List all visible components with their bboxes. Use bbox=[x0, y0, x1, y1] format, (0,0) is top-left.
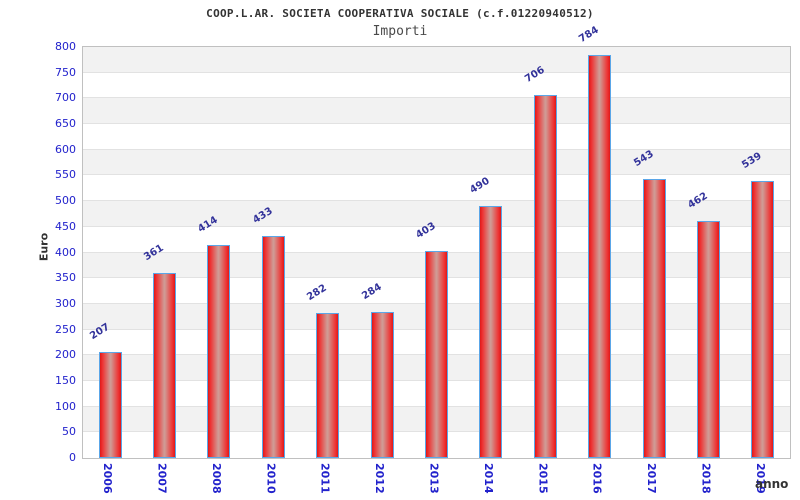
y-tick-label: 800 bbox=[55, 40, 76, 53]
bar-2007 bbox=[153, 273, 177, 458]
gridline bbox=[83, 200, 790, 202]
plot-band bbox=[83, 47, 790, 73]
x-tick-label: 2014 bbox=[481, 463, 495, 494]
x-tick-label: 2018 bbox=[699, 463, 713, 494]
y-tick-label: 750 bbox=[55, 65, 76, 79]
x-tick-label: 2008 bbox=[209, 463, 223, 494]
y-tick-label: 550 bbox=[55, 168, 76, 182]
bar-2010 bbox=[261, 236, 285, 458]
x-tick-label: 2017 bbox=[645, 463, 659, 494]
x-tick-label: 2011 bbox=[318, 463, 332, 494]
x-tick-label: 2019 bbox=[753, 463, 767, 494]
gridline bbox=[83, 148, 790, 150]
chart-title: COOP.L.AR. SOCIETA COOPERATIVA SOCIALE (… bbox=[206, 7, 594, 20]
chart-subtitle: Importi bbox=[372, 24, 428, 39]
y-tick-label: 350 bbox=[55, 271, 76, 285]
bar-2015 bbox=[533, 95, 557, 458]
x-tick-label: 2010 bbox=[264, 463, 278, 494]
gridline bbox=[83, 97, 790, 99]
y-tick-label: 200 bbox=[55, 348, 76, 362]
y-tick-label: 700 bbox=[55, 91, 76, 105]
x-tick-label: 2006 bbox=[101, 463, 115, 494]
gridline bbox=[83, 174, 790, 176]
y-tick-label: 500 bbox=[55, 194, 76, 208]
x-tick-label: 2016 bbox=[590, 463, 604, 494]
plot-band bbox=[83, 72, 790, 99]
gridline bbox=[83, 225, 790, 227]
bar-2012 bbox=[370, 312, 394, 458]
x-tick-label: 2013 bbox=[427, 463, 441, 494]
y-tick-label: 600 bbox=[55, 142, 76, 156]
plot-area: 207 361 414 433 282 284 403 490 706 784 543 462 539 bbox=[82, 25, 791, 459]
bar-2006 bbox=[98, 352, 122, 458]
bar-2008 bbox=[207, 245, 231, 458]
plot-band bbox=[83, 98, 790, 125]
y-tick-label: 50 bbox=[62, 425, 76, 439]
plot-band bbox=[83, 226, 790, 253]
y-tick-label: 300 bbox=[55, 296, 76, 310]
plot-band bbox=[83, 124, 790, 150]
plot-band bbox=[83, 149, 790, 176]
y-tick-label: 650 bbox=[55, 117, 76, 131]
bar-2011 bbox=[316, 313, 340, 458]
y-tick-label: 250 bbox=[55, 322, 76, 336]
x-axis-title: anno bbox=[755, 477, 789, 491]
x-tick-label: 2015 bbox=[536, 463, 550, 494]
x-tick-label: 2012 bbox=[373, 463, 387, 494]
plot-band bbox=[83, 201, 790, 227]
bar-2016 bbox=[588, 55, 612, 458]
x-tick-label: 2007 bbox=[155, 463, 169, 494]
y-tick-label: 400 bbox=[55, 245, 76, 259]
bar-2019 bbox=[751, 181, 775, 458]
gridline bbox=[83, 71, 790, 73]
y-tick-label: 150 bbox=[55, 373, 76, 387]
bar-2013 bbox=[425, 251, 448, 458]
y-tick-label: 0 bbox=[69, 451, 76, 464]
bar-2017 bbox=[642, 179, 666, 458]
y-tick-label: 100 bbox=[55, 399, 76, 413]
plot-band bbox=[83, 175, 790, 202]
gridline bbox=[83, 123, 790, 125]
bar-2014 bbox=[479, 206, 503, 458]
bar-2018 bbox=[696, 221, 720, 458]
y-tick-label: 450 bbox=[55, 219, 76, 233]
